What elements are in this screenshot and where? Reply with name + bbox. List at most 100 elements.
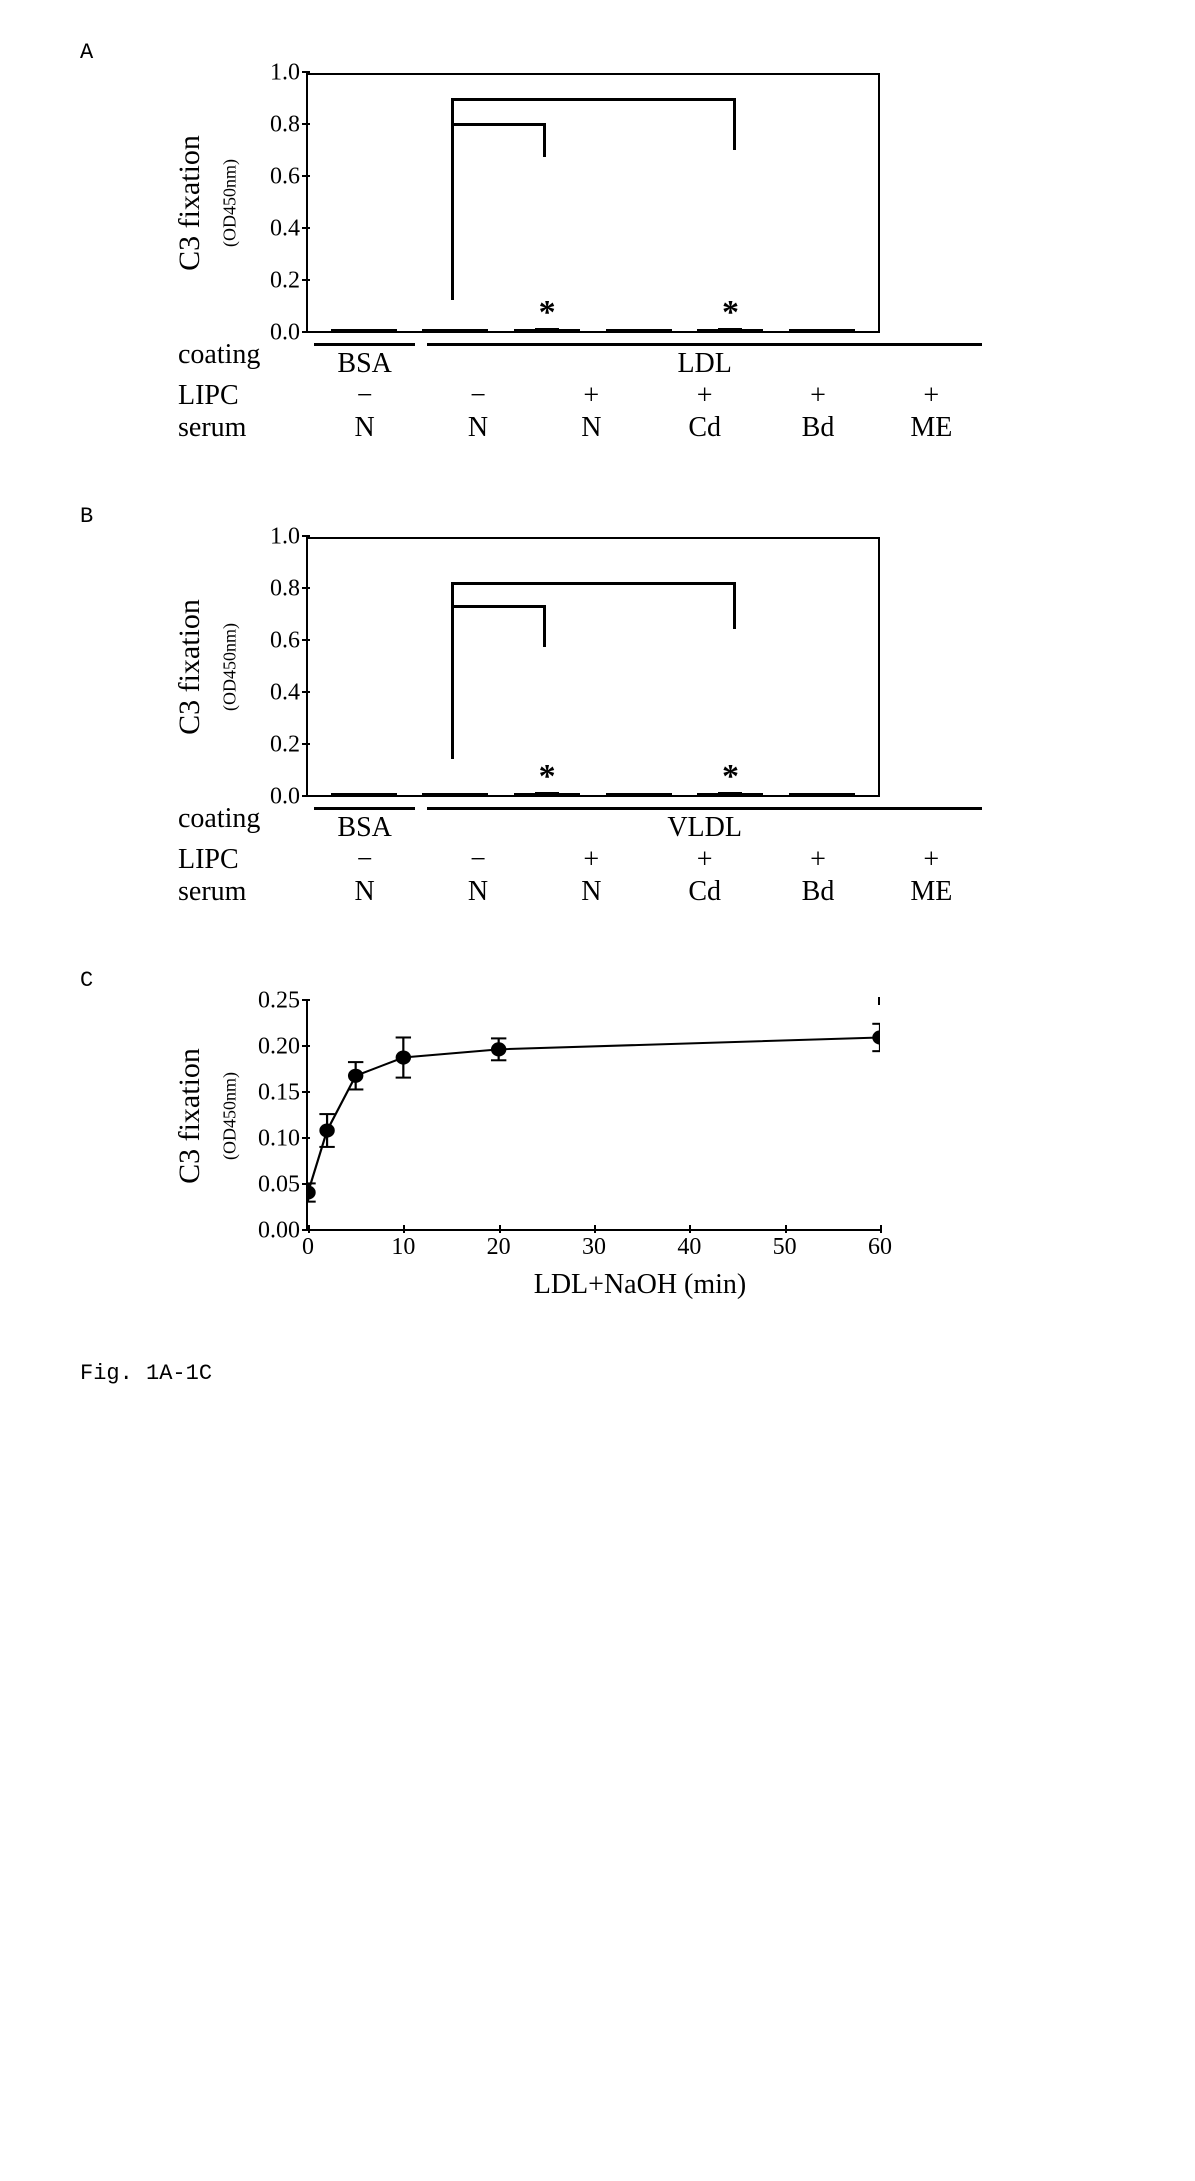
cond-cell: Bd (761, 412, 874, 444)
cond-cell: − (421, 380, 534, 412)
conditions-table: coatingBSAVLDLLIPC−−++++serumNNNCdBdME (178, 803, 988, 908)
cond-cell: Cd (648, 412, 761, 444)
bar: * (697, 329, 763, 331)
cond-cell: + (875, 380, 988, 412)
data-point (872, 1024, 880, 1051)
x-axis-label: LDL+NaOH (min) (380, 1269, 900, 1301)
panel-b-chart: C3 fixation(OD450nm)0.00.20.40.60.81.0**… (200, 537, 1115, 908)
data-point (396, 1037, 411, 1077)
bar: * (514, 329, 580, 331)
cond-cell: N (308, 412, 421, 444)
y-tick-label: 0.8 (270, 576, 300, 603)
y-tick-label: 0.8 (270, 112, 300, 139)
y-axis-sublabel: (OD450nm) (220, 1072, 241, 1160)
x-tick-label: 50 (773, 1234, 797, 1261)
cond-header: serum (178, 412, 308, 444)
bar (422, 329, 488, 331)
x-tick-mark (880, 1225, 882, 1233)
panel-label: C (80, 968, 1115, 993)
y-tick-label: 0.05 (258, 1172, 300, 1199)
panel-label: A (80, 40, 1115, 65)
group-cell: LDL (421, 339, 988, 380)
y-tick-label: 0.10 (258, 1126, 300, 1153)
bar: * (697, 793, 763, 795)
cond-cell: − (308, 380, 421, 412)
y-tick-label: 0.6 (270, 164, 300, 191)
significance-marker: * (539, 296, 556, 330)
bar (789, 329, 855, 331)
panel-a-chart: C3 fixation(OD450nm)0.00.20.40.60.81.0**… (200, 73, 1115, 444)
y-tick-label: 1.0 (270, 524, 300, 551)
y-ticks: 0.000.050.100.150.200.25 (254, 1001, 306, 1231)
data-point (308, 1183, 316, 1201)
y-tick-label: 0.00 (258, 1218, 300, 1245)
panel-c-chart: C3 fixation (OD450nm) 0.000.050.100.150.… (200, 1001, 880, 1231)
x-tick-label: 20 (487, 1234, 511, 1261)
y-axis-label: C3 fixation (173, 599, 207, 735)
y-axis-sublabel: (OD450nm) (220, 159, 241, 247)
significance-marker: * (722, 760, 739, 794)
plot-area: 0102030405060 (306, 1001, 880, 1231)
cond-cell: ME (875, 412, 988, 444)
cond-cell: N (535, 876, 648, 908)
group-cell: BSA (308, 339, 421, 380)
group-cell: BSA (308, 803, 421, 844)
significance-marker: * (539, 760, 556, 794)
group-cell: VLDL (421, 803, 988, 844)
comparison-bracket (451, 605, 546, 608)
panel-a: C3 fixation(OD450nm)0.00.20.40.60.81.0**… (80, 73, 1115, 444)
cond-cell: N (421, 876, 534, 908)
y-tick-label: 0.15 (258, 1080, 300, 1107)
x-tick-label: 60 (868, 1234, 892, 1261)
x-tick-label: 10 (391, 1234, 415, 1261)
cond-cell: ME (875, 876, 988, 908)
cond-cell: + (875, 844, 988, 876)
bar: * (514, 793, 580, 795)
comparison-bracket (451, 98, 736, 101)
comparison-bracket (451, 582, 736, 585)
cond-cell: + (648, 844, 761, 876)
cond-cell: Bd (761, 876, 874, 908)
y-tick-label: 0.2 (270, 268, 300, 295)
y-tick-label: 1.0 (270, 60, 300, 87)
y-tick-label: 0.0 (270, 320, 300, 347)
bar (606, 793, 672, 795)
bar (331, 793, 397, 795)
x-tick-label: 40 (677, 1234, 701, 1261)
y-tick-label: 0.25 (258, 988, 300, 1015)
x-tick-label: 30 (582, 1234, 606, 1261)
bar (789, 793, 855, 795)
panel-label: B (80, 504, 1115, 529)
panel-c: C3 fixation (OD450nm) 0.000.050.100.150.… (80, 1001, 1115, 1301)
cond-cell: − (421, 844, 534, 876)
y-tick-label: 0.6 (270, 628, 300, 655)
comparison-bracket (451, 123, 546, 126)
cond-header: serum (178, 876, 308, 908)
group-label: VLDL (421, 812, 988, 844)
cond-cell: + (761, 844, 874, 876)
cond-cell: + (535, 844, 648, 876)
data-point (491, 1038, 506, 1060)
x-tick-label: 0 (302, 1234, 314, 1261)
y-axis-label: C3 fixation (173, 135, 207, 271)
y-tick-label: 0.2 (270, 732, 300, 759)
cond-cell: N (308, 876, 421, 908)
cond-cell: − (308, 844, 421, 876)
bar (422, 793, 488, 795)
figure-caption: Fig. 1A-1C (80, 1361, 1115, 1386)
y-tick-label: 0.4 (270, 680, 300, 707)
y-tick-label: 0.0 (270, 784, 300, 811)
conditions-table: coatingBSALDLLIPC−−++++serumNNNCdBdME (178, 339, 988, 444)
bar (331, 329, 397, 331)
panel-b: C3 fixation(OD450nm)0.00.20.40.60.81.0**… (80, 537, 1115, 908)
cond-cell: + (648, 380, 761, 412)
y-axis-label: C3 fixation (173, 1048, 207, 1184)
cond-cell: N (535, 412, 648, 444)
cond-header: LIPC (178, 844, 308, 876)
significance-marker: * (722, 296, 739, 330)
cond-cell: N (421, 412, 534, 444)
cond-header: LIPC (178, 380, 308, 412)
cond-cell: + (535, 380, 648, 412)
group-label: BSA (308, 812, 421, 844)
cond-cell: Cd (648, 876, 761, 908)
